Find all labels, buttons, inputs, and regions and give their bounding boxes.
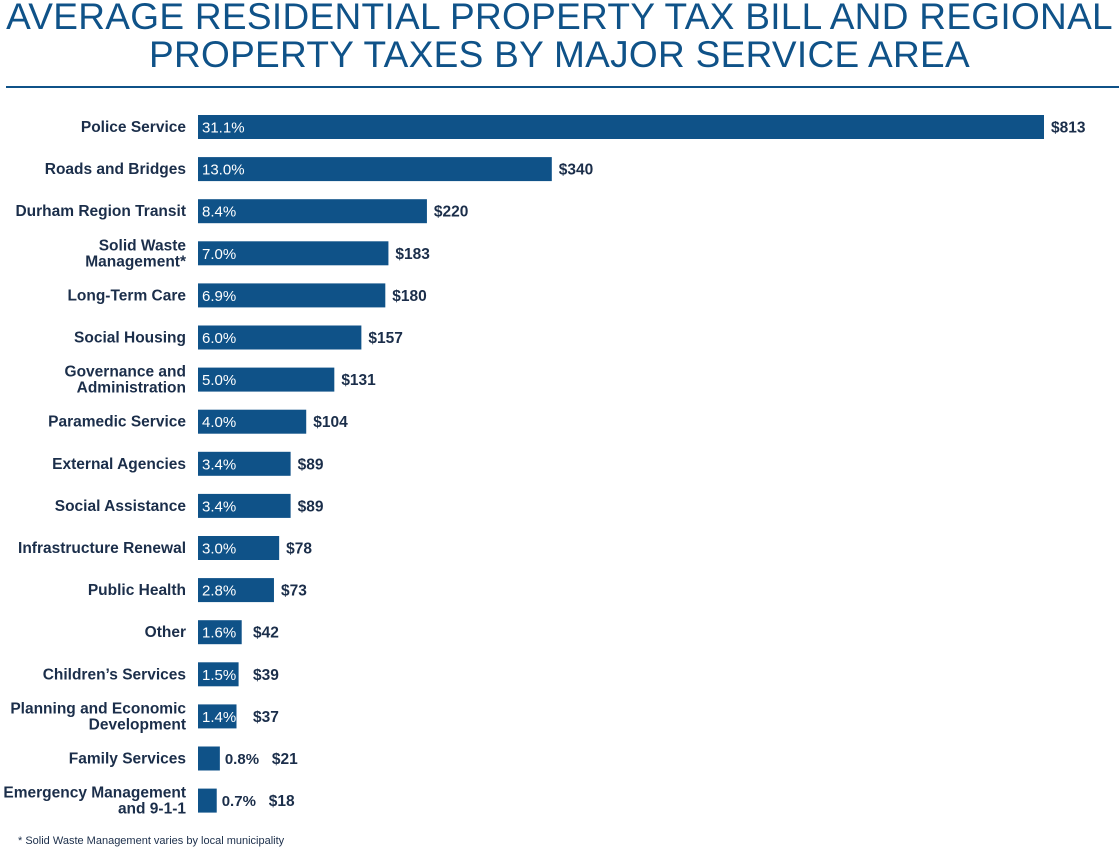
bar bbox=[198, 409, 307, 434]
bar bbox=[198, 578, 274, 603]
value-label: $104 bbox=[313, 414, 348, 431]
value-label: $157 bbox=[368, 330, 402, 347]
bar bbox=[198, 157, 552, 182]
bar bbox=[198, 536, 280, 560]
percent-label: 6.0% bbox=[202, 330, 236, 347]
category-label: Social Assistance bbox=[55, 498, 187, 515]
percent-label: 7.0% bbox=[202, 246, 236, 263]
category-label: Public Health bbox=[88, 582, 186, 599]
value-label: $42 bbox=[253, 625, 279, 642]
value-label: $183 bbox=[395, 246, 430, 263]
percent-label: 3.4% bbox=[202, 498, 236, 515]
percent-label: 5.0% bbox=[202, 372, 236, 389]
footnote: * Solid Waste Management varies by local… bbox=[18, 835, 285, 847]
percent-label: 0.7% bbox=[222, 793, 256, 810]
chart-title-line-1: AVERAGE RESIDENTIAL PROPERTY TAX BILL AN… bbox=[6, 0, 1113, 37]
bar bbox=[198, 704, 237, 729]
value-label: $89 bbox=[298, 498, 324, 515]
bar bbox=[198, 662, 239, 687]
category-label: Family Services bbox=[69, 751, 186, 768]
value-label: $73 bbox=[281, 583, 307, 600]
percent-label: 0.8% bbox=[225, 751, 259, 768]
bar bbox=[198, 788, 217, 813]
chart-title-line-2: PROPERTY TAXES BY MAJOR SERVICE AREA bbox=[149, 34, 970, 75]
category-label: Governance and Administration bbox=[65, 364, 186, 397]
value-label: $340 bbox=[559, 162, 593, 179]
category-label: External Agencies bbox=[52, 456, 186, 473]
bar bbox=[198, 493, 291, 518]
category-label: Police Service bbox=[81, 119, 187, 136]
category-label: Solid Waste Management* bbox=[85, 237, 187, 270]
percent-label: 6.9% bbox=[202, 288, 236, 305]
percent-label: 1.6% bbox=[202, 625, 236, 642]
bar bbox=[198, 367, 335, 392]
category-label: Durham Region Transit bbox=[15, 203, 186, 220]
category-label: Paramedic Service bbox=[48, 414, 186, 431]
category-label: Long-Term Care bbox=[67, 287, 186, 304]
percent-label: 4.0% bbox=[202, 414, 236, 431]
percent-label: 31.1% bbox=[202, 120, 245, 137]
value-label: $813 bbox=[1051, 120, 1086, 137]
percent-label: 13.0% bbox=[202, 162, 245, 179]
bar bbox=[198, 115, 1044, 139]
percent-label: 1.4% bbox=[202, 709, 236, 726]
percent-label: 2.8% bbox=[202, 583, 236, 600]
category-label: Social Housing bbox=[74, 330, 186, 347]
bar bbox=[198, 325, 362, 350]
bar bbox=[198, 746, 220, 771]
percent-label: 8.4% bbox=[202, 204, 236, 221]
value-label: $89 bbox=[298, 456, 324, 473]
value-label: $37 bbox=[253, 709, 279, 726]
category-label: Infrastructure Renewal bbox=[18, 540, 186, 557]
value-label: $78 bbox=[286, 541, 312, 558]
value-label: $21 bbox=[272, 751, 298, 768]
category-label: Planning and Economic Development bbox=[10, 700, 186, 733]
value-label: $131 bbox=[341, 372, 376, 389]
bar bbox=[198, 199, 427, 224]
category-label: Children’s Services bbox=[43, 666, 186, 683]
bar bbox=[198, 451, 291, 476]
percent-label: 1.5% bbox=[202, 667, 236, 684]
percent-label: 3.0% bbox=[202, 541, 236, 558]
bar bbox=[198, 283, 386, 308]
category-label: Other bbox=[145, 624, 186, 641]
value-label: $180 bbox=[392, 288, 426, 305]
bar bbox=[198, 241, 389, 266]
value-label: $220 bbox=[434, 204, 468, 221]
percent-label: 3.4% bbox=[202, 456, 236, 473]
title-divider bbox=[6, 86, 1119, 88]
category-label: Roads and Bridges bbox=[45, 161, 186, 178]
value-label: $39 bbox=[253, 667, 279, 684]
bar bbox=[198, 620, 242, 645]
category-label: Emergency Management and 9-1-1 bbox=[3, 785, 186, 818]
value-label: $18 bbox=[269, 793, 295, 810]
